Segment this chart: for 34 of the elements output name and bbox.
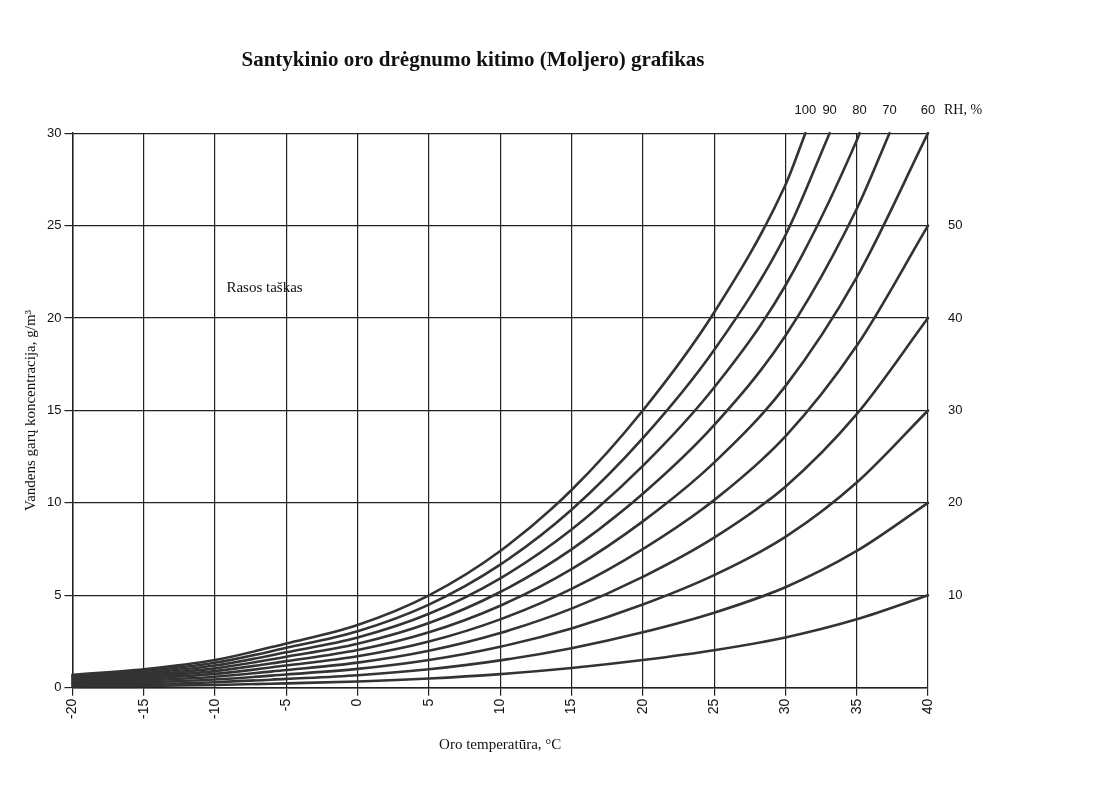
x-tick-label: -5	[277, 698, 294, 712]
series-label: 70	[882, 102, 897, 118]
y-tick-label: 0	[54, 679, 62, 695]
x-tick-label: 5	[419, 698, 436, 707]
legend-title: RH, %	[944, 101, 983, 117]
series-label: 40	[948, 309, 963, 325]
x-axis-title: Oro temperatūra, °C	[439, 735, 562, 752]
series-label: 30	[948, 402, 963, 418]
x-tick-label: 40	[918, 698, 935, 715]
x-tick-label: 10	[491, 698, 508, 715]
x-tick-label: 25	[704, 698, 721, 715]
series-label: 20	[948, 494, 963, 510]
x-tick-label: 0	[348, 698, 365, 707]
y-tick-label: 20	[46, 309, 62, 325]
series-label: 100	[794, 102, 817, 118]
series-label: 50	[948, 217, 963, 233]
series-label: 10	[948, 586, 963, 602]
x-tick-label: -20	[63, 698, 80, 719]
y-axis-title: Vandens garų koncentracija, g/m³	[21, 309, 38, 512]
y-tick-label: 10	[46, 494, 62, 510]
series-label: 60	[920, 102, 936, 118]
y-tick-label: 15	[46, 402, 62, 418]
x-tick-label: 35	[847, 698, 864, 715]
y-tick-label: 25	[46, 217, 62, 233]
x-tick-label: -15	[134, 698, 151, 719]
x-tick-label: 30	[776, 698, 793, 715]
x-tick-label: 20	[633, 698, 650, 715]
series-label: 90	[822, 102, 837, 118]
chart-title: Santykinio oro drėgnumo kitimo (Moljero) grafikas	[241, 47, 705, 72]
x-tick-label: -10	[205, 698, 222, 719]
series-label: 80	[852, 102, 867, 118]
x-tick-label: 15	[562, 698, 579, 715]
y-tick-label: 30	[46, 124, 62, 140]
y-tick-label: 5	[54, 586, 62, 602]
